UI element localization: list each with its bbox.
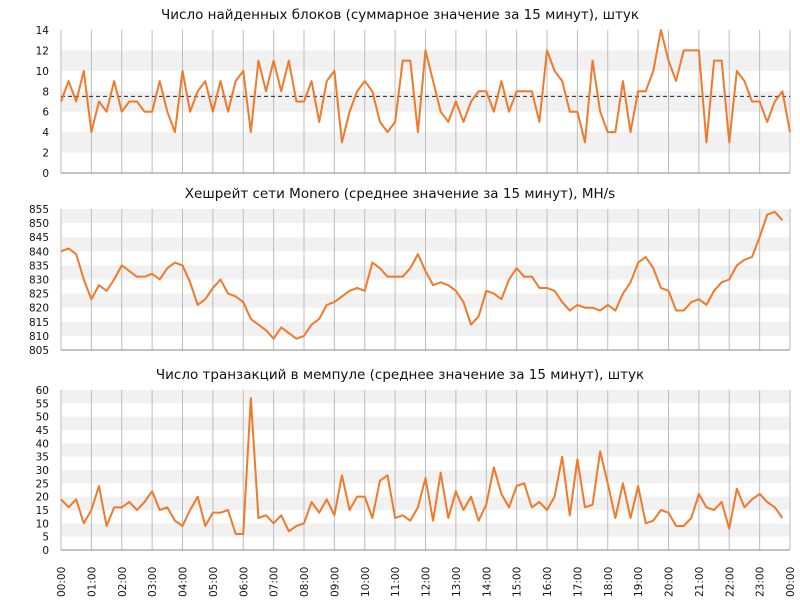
x-tick-label: 05:00 — [208, 567, 220, 597]
x-tick-label: 20:00 — [664, 567, 676, 597]
y-tick-label: 20 — [36, 492, 49, 504]
x-tick-label: 16:00 — [542, 567, 554, 597]
x-axis-labels: 00:00 01:00 02:00 03:00 04:00 05:00 06:00 07:00… — [56, 567, 797, 597]
y-tick-label: 2 — [42, 148, 49, 160]
x-tick-label: 18:00 — [603, 567, 615, 597]
y-tick-label: 5 — [42, 532, 49, 544]
y-tick-label: 50 — [36, 412, 49, 424]
y-tick-label: 12 — [36, 45, 49, 57]
x-tick-label: 12:00 — [421, 567, 433, 597]
x-tick-label: 15:00 — [512, 567, 524, 597]
x-tick-label: 00:00 — [785, 567, 797, 597]
y-tick-label: 30 — [36, 465, 49, 477]
y-tick-label: 825 — [29, 289, 49, 301]
y-tick-label: 4 — [42, 127, 49, 139]
y-tick-label: 60 — [36, 385, 49, 397]
y-tick-label: 820 — [29, 303, 49, 315]
x-tick-label: 21:00 — [694, 567, 706, 597]
x-tick-label: 01:00 — [86, 567, 98, 597]
chart-title: Число найденных блоков (суммарное значен… — [161, 7, 639, 23]
y-tick-label: 45 — [36, 425, 49, 437]
y-tick-label: 25 — [36, 478, 49, 490]
y-tick-label: 8 — [42, 86, 49, 98]
x-tick-label: 07:00 — [269, 567, 281, 597]
y-tick-label: 55 — [36, 398, 49, 410]
y-tick-label: 830 — [29, 275, 49, 287]
chart-title: Хешрейт сети Monero (среднее значение за… — [185, 186, 615, 202]
x-tick-label: 22:00 — [724, 567, 736, 597]
x-tick-label: 09:00 — [329, 567, 341, 597]
y-tick-label: 6 — [42, 107, 49, 119]
y-tick-label: 15 — [36, 505, 49, 517]
y-tick-label: 835 — [29, 260, 49, 272]
chart-2: 805 810 815 820 825 830 835 840 845 850 855 Хешрейт… — [29, 186, 791, 357]
x-tick-label: 02:00 — [117, 567, 129, 597]
x-tick-label: 11:00 — [390, 567, 402, 597]
y-tick-label: 850 — [29, 218, 49, 230]
y-tick-label: 840 — [29, 246, 49, 258]
series-line — [60, 29, 791, 144]
x-tick-label: 04:00 — [178, 567, 190, 597]
x-tick-label: 14:00 — [481, 567, 493, 597]
series-line — [60, 397, 784, 535]
x-tick-label: 17:00 — [572, 567, 584, 597]
x-tick-label: 06:00 — [238, 567, 250, 597]
chart-1: 0 2 4 6 8 10 12 14 Число найденных блоков (сумма… — [36, 7, 791, 180]
y-tick-label: 805 — [29, 345, 49, 357]
y-tick-label: 10 — [36, 66, 49, 78]
y-tick-label: 855 — [29, 204, 49, 216]
x-tick-label: 08:00 — [299, 567, 311, 597]
series-line — [60, 210, 784, 340]
x-tick-label: 19:00 — [633, 567, 645, 597]
y-tick-label: 40 — [36, 438, 49, 450]
y-tick-label: 35 — [36, 452, 49, 464]
x-tick-label: 10:00 — [360, 567, 372, 597]
x-tick-label: 03:00 — [147, 567, 159, 597]
chart-title: Число транзакций в мемпуле (среднее знач… — [156, 367, 644, 383]
y-tick-label: 815 — [29, 317, 49, 329]
y-tick-label: 14 — [36, 25, 50, 37]
x-tick-label: 23:00 — [755, 567, 767, 597]
y-tick-label: 810 — [29, 331, 49, 343]
y-tick-label: 845 — [29, 232, 49, 244]
y-tick-label: 10 — [36, 518, 49, 530]
x-tick-label: 13:00 — [451, 567, 463, 597]
y-tick-label: 0 — [42, 168, 49, 180]
x-tick-label: 00:00 — [56, 567, 68, 597]
y-tick-label: 0 — [42, 545, 49, 557]
